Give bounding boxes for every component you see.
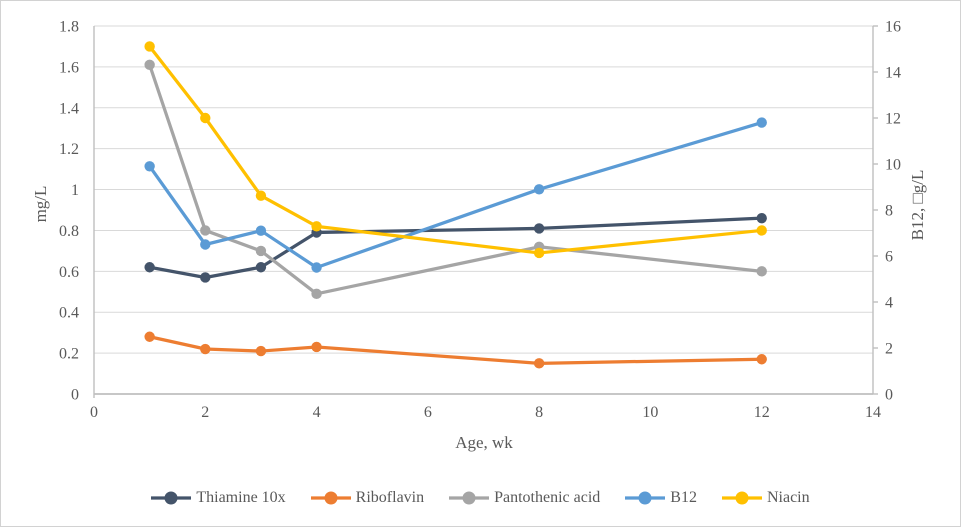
legend-label-thiamine-10x: Thiamine 10x <box>196 489 286 506</box>
x-axis-labels: 0 2 4 6 8 10 12 14 <box>90 404 881 421</box>
x-tick-label: 0 <box>90 404 98 421</box>
data-point-riboflavin <box>756 354 767 365</box>
data-point-pantothenic-acid <box>311 288 322 300</box>
data-point-thiamine-10x <box>200 272 211 283</box>
legend-marker-niacin <box>721 491 762 505</box>
x-tick-label: 8 <box>535 404 543 421</box>
series-b12 <box>144 117 767 273</box>
axis-lines <box>93 26 874 398</box>
data-point-b12 <box>756 117 767 128</box>
data-point-b12 <box>533 184 545 195</box>
y-tick-label-right: 10 <box>885 157 901 174</box>
y-tick-label-left: 0.6 <box>59 264 79 281</box>
legend-marker-b12 <box>625 491 666 505</box>
legend-label-pantothenic-acid: Pantothenic acid <box>494 489 601 506</box>
y-tick-label-left: 1.6 <box>59 59 79 76</box>
y-tick-label-right: 0 <box>885 387 893 404</box>
data-point-b12 <box>311 262 322 273</box>
y-axis-right-labels: 0 2 4 6 8 10 12 14 16 <box>873 19 901 404</box>
data-point-b12 <box>144 161 155 172</box>
series-line-thiamine-10x <box>148 216 764 280</box>
y-tick-label-right: 16 <box>885 19 901 36</box>
legend: Thiamine 10x Riboflavin Pantothenic acid B1… <box>1 485 960 511</box>
data-point-niacin <box>144 41 155 52</box>
x-tick-label: 14 <box>865 404 881 421</box>
y-tick-label-right: 4 <box>885 295 893 312</box>
legend-marker-thiamine-10x <box>151 491 192 505</box>
data-point-niacin <box>255 190 267 201</box>
series-line-pantothenic-acid <box>148 63 764 296</box>
legend-marker-riboflavin <box>310 491 351 505</box>
data-point-riboflavin <box>200 343 211 355</box>
x-tick-label: 4 <box>313 404 321 421</box>
data-point-b12 <box>200 239 211 250</box>
series-niacin <box>144 41 767 259</box>
legend-label-riboflavin: Riboflavin <box>355 489 425 506</box>
series-pantothenic-acid <box>144 59 767 300</box>
y-tick-label-right: 14 <box>885 65 901 82</box>
x-tick-label: 12 <box>754 404 770 421</box>
data-point-riboflavin <box>255 345 267 357</box>
data-point-thiamine-10x <box>533 223 545 234</box>
y-tick-label-right: 2 <box>885 341 893 358</box>
y-tick-label-left: 1.8 <box>59 19 79 36</box>
series-line-niacin <box>148 44 764 255</box>
data-point-niacin <box>533 247 545 259</box>
legend-marker-pantothenic-acid <box>449 491 490 505</box>
gridlines <box>94 25 873 354</box>
y-axis-left-labels: 0 0.2 0.4 0.6 0.8 1 1.2 1.4 1.6 1.8 <box>59 19 79 404</box>
data-point-thiamine-10x <box>144 262 155 273</box>
y-tick-label-left: 0.4 <box>59 305 79 322</box>
x-tick-label: 6 <box>424 404 432 421</box>
data-point-pantothenic-acid <box>144 59 155 71</box>
y-tick-label-right: 6 <box>885 249 893 266</box>
legend-item-riboflavin: Riboflavin <box>310 489 425 507</box>
data-point-niacin <box>756 225 767 236</box>
series-riboflavin <box>144 331 767 369</box>
y-tick-label-right: 12 <box>885 111 901 128</box>
y-tick-label-left: 1.2 <box>59 141 79 158</box>
y-tick-label-left: 0.8 <box>59 223 79 240</box>
y-tick-label-left: 0.2 <box>59 346 79 363</box>
y-tick-label-left: 1.4 <box>59 100 79 117</box>
series-line-riboflavin <box>148 335 764 365</box>
legend-label-niacin: Niacin <box>766 489 810 506</box>
legend-label-b12: B12 <box>670 489 697 506</box>
data-point-thiamine-10x <box>255 262 267 273</box>
data-point-riboflavin <box>144 331 155 342</box>
x-axis-title: Age, wk <box>455 433 513 452</box>
y-tick-label-right: 8 <box>885 203 893 220</box>
y-tick-label-left: 1 <box>71 182 79 199</box>
legend-item-pantothenic-acid: Pantothenic acid <box>449 489 600 507</box>
data-point-pantothenic-acid <box>255 245 267 257</box>
data-point-niacin <box>200 112 211 124</box>
data-point-niacin <box>311 221 322 232</box>
data-point-b12 <box>255 225 267 236</box>
data-point-riboflavin <box>311 341 322 353</box>
data-point-pantothenic-acid <box>200 225 211 236</box>
x-tick-label: 10 <box>642 404 658 421</box>
y-tick-label-left: 0 <box>71 387 79 404</box>
data-point-thiamine-10x <box>756 212 767 224</box>
legend-item-niacin: Niacin <box>721 489 810 507</box>
x-tick-label: 2 <box>201 404 209 421</box>
series-line-b12 <box>148 120 764 270</box>
series-thiamine-10x <box>144 212 767 283</box>
legend-item-b12: B12 <box>625 489 697 507</box>
data-point-riboflavin <box>533 358 545 369</box>
data-point-pantothenic-acid <box>756 266 767 277</box>
legend-item-thiamine-10x: Thiamine 10x <box>151 489 286 507</box>
